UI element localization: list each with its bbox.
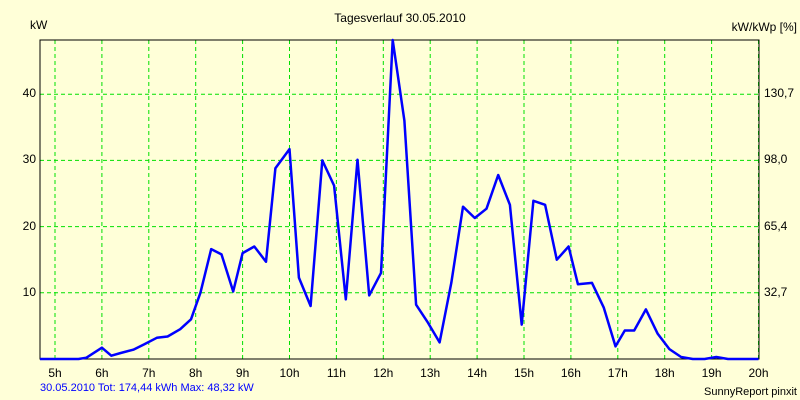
x-tick-label: 13h (420, 366, 441, 380)
x-tick-label: 20h (748, 366, 769, 380)
x-tick-label: 12h (373, 366, 394, 380)
x-tick-label: 6h (95, 366, 109, 380)
x-tick-label: 8h (189, 366, 203, 380)
x-tick-label: 18h (654, 366, 675, 380)
power-series-line (40, 38, 759, 361)
y-axis-label-right: kW/kWp [%] (731, 20, 797, 34)
credit-footer: SunnyReport pinxit (704, 386, 797, 398)
x-tick-label: 11h (326, 366, 346, 380)
y-tick-label-right: 65,4 (764, 218, 788, 233)
x-tick-label: 19h (701, 366, 722, 380)
y-tick-label-left: 10 (22, 284, 36, 299)
y-tick-label-right: 130,7 (764, 86, 795, 101)
y-tick-label-right: 32,7 (764, 284, 788, 299)
y-axis-label-left: kW (30, 18, 48, 32)
x-tick-label: 14h (467, 366, 488, 380)
x-tick-label: 17h (607, 366, 628, 380)
y-tick-label-right: 98,0 (764, 152, 788, 167)
summary-footer: 30.05.2010 Tot: 174,44 kWh Max: 48,32 kW (40, 382, 254, 394)
y-tick-label-left: 20 (22, 218, 36, 233)
chart-title: Tagesverlauf 30.05.2010 (334, 11, 466, 25)
y-tick-label-left: 30 (22, 152, 36, 167)
x-tick-label: 15h (513, 366, 535, 380)
x-tick-label: 9h (235, 366, 250, 380)
x-tick-label: 10h (279, 366, 300, 380)
x-tick-label: 5h (48, 366, 62, 380)
plot-frame (39, 39, 760, 360)
x-tick-label: 16h (560, 366, 581, 380)
y-tick-label-left: 40 (22, 86, 36, 101)
x-tick-label: 7h (142, 366, 156, 380)
